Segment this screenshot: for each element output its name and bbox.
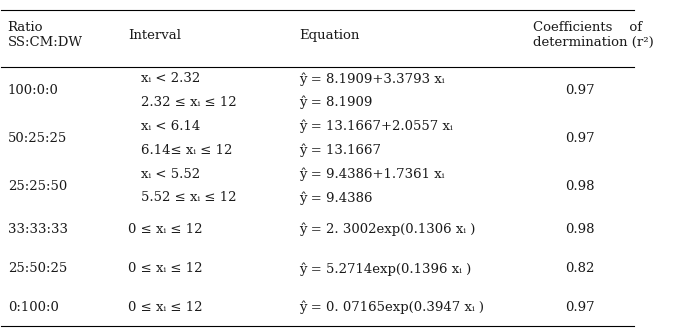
Text: 5.52 ≤ xᵢ ≤ 12: 5.52 ≤ xᵢ ≤ 12 [141,191,236,205]
Text: 0.98: 0.98 [565,179,594,193]
Text: 50:25:25: 50:25:25 [7,132,67,145]
Text: ŷ = 8.1909: ŷ = 8.1909 [299,96,372,110]
Text: 100:0:0: 100:0:0 [7,84,59,97]
Text: xᵢ < 2.32: xᵢ < 2.32 [141,72,200,85]
Text: ŷ = 13.1667: ŷ = 13.1667 [299,144,381,157]
Text: 25:50:25: 25:50:25 [7,262,67,275]
Text: 25:25:50: 25:25:50 [7,179,67,193]
Text: Coefficients    of
determination (r²): Coefficients of determination (r²) [533,21,653,49]
Text: 0 ≤ xᵢ ≤ 12: 0 ≤ xᵢ ≤ 12 [128,301,203,314]
Text: 0.97: 0.97 [565,84,594,97]
Text: ŷ = 13.1667+2.0557 xᵢ: ŷ = 13.1667+2.0557 xᵢ [299,120,452,133]
Text: ŷ = 5.2714exp(0.1396 xᵢ ): ŷ = 5.2714exp(0.1396 xᵢ ) [299,262,471,276]
Text: 33:33:33: 33:33:33 [7,223,68,236]
Text: 0 ≤ xᵢ ≤ 12: 0 ≤ xᵢ ≤ 12 [128,262,203,275]
Text: 2.32 ≤ xᵢ ≤ 12: 2.32 ≤ xᵢ ≤ 12 [141,96,236,109]
Text: ŷ = 2. 3002exp(0.1306 xᵢ ): ŷ = 2. 3002exp(0.1306 xᵢ ) [299,223,475,236]
Text: Equation: Equation [299,28,359,41]
Text: 0 ≤ xᵢ ≤ 12: 0 ≤ xᵢ ≤ 12 [128,223,203,236]
Text: 0.97: 0.97 [565,132,594,145]
Text: 0.98: 0.98 [565,223,594,236]
Text: ŷ = 8.1909+3.3793 xᵢ: ŷ = 8.1909+3.3793 xᵢ [299,72,444,86]
Text: 6.14≤ xᵢ ≤ 12: 6.14≤ xᵢ ≤ 12 [141,144,232,157]
Text: ŷ = 9.4386+1.7361 xᵢ: ŷ = 9.4386+1.7361 xᵢ [299,167,444,181]
Text: xᵢ < 5.52: xᵢ < 5.52 [141,167,200,181]
Text: Interval: Interval [128,28,181,41]
Text: ŷ = 9.4386: ŷ = 9.4386 [299,191,372,205]
Text: ŷ = 0. 07165exp(0.3947 xᵢ ): ŷ = 0. 07165exp(0.3947 xᵢ ) [299,301,484,314]
Text: 0.82: 0.82 [565,262,594,275]
Text: xᵢ < 6.14: xᵢ < 6.14 [141,120,200,133]
Text: Ratio
SS:CM:DW: Ratio SS:CM:DW [7,21,83,49]
Text: 0.97: 0.97 [565,301,594,314]
Text: 0:100:0: 0:100:0 [7,301,59,314]
